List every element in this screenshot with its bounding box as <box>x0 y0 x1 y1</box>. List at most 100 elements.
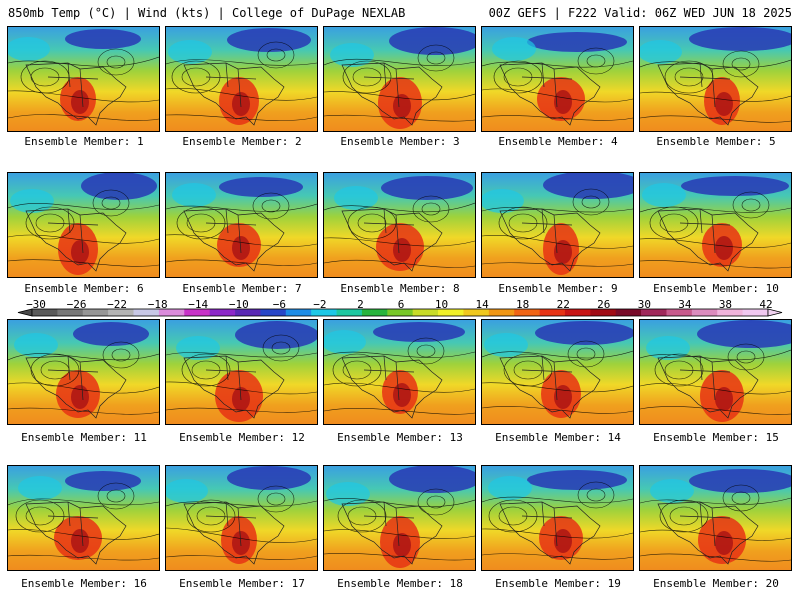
ensemble-member-map <box>7 172 160 278</box>
colorbar-segment <box>82 309 109 316</box>
temperature-map-image <box>166 466 317 570</box>
colorbar-segment <box>742 309 769 316</box>
ensemble-member-map <box>639 172 792 278</box>
ensemble-member-caption: Ensemble Member: 9 <box>498 282 618 295</box>
colorbar-segment <box>260 309 287 316</box>
colorbar-tick-label: 38 <box>718 298 733 311</box>
temperature-map-image <box>640 173 791 277</box>
temperature-map-image <box>482 173 633 277</box>
temperature-map-image <box>482 27 633 131</box>
ensemble-member-caption: Ensemble Member: 4 <box>498 135 618 148</box>
colorbar-segment <box>615 309 642 316</box>
colorbar-segment <box>184 309 210 316</box>
temperature-map-image <box>324 466 475 570</box>
colorbar-tick-label: 18 <box>516 298 530 311</box>
ensemble-member-map <box>165 465 318 571</box>
colorbar-right-arrow <box>767 308 783 317</box>
temperature-map-image <box>324 320 475 424</box>
ensemble-member-map <box>481 319 634 425</box>
colorbar-segment <box>285 309 312 316</box>
colorbar-segment <box>463 309 490 316</box>
ensemble-member-caption: Ensemble Member: 20 <box>653 577 779 590</box>
ensemble-member-map <box>639 465 792 571</box>
colorbar-tick-label: 42 <box>759 298 773 311</box>
colorbar-tick-label: 34 <box>678 298 692 311</box>
colorbar-tick-label: 26 <box>597 298 611 311</box>
ensemble-member-map <box>481 172 634 278</box>
colorbar-segment <box>387 309 413 316</box>
map-title: 850mb Temp (°C) | Wind (kts) | College o… <box>8 6 406 20</box>
ensemble-member-map <box>481 26 634 132</box>
ensemble-member-caption: Ensemble Member: 2 <box>182 135 302 148</box>
colorbar-tick-label: −6 <box>272 298 286 311</box>
colorbar-tick-label: 2 <box>357 298 364 311</box>
colorbar-segment <box>412 309 439 316</box>
temperature-map-image <box>324 173 475 277</box>
temperature-colorbar <box>17 308 783 317</box>
temperature-map-image <box>482 320 633 424</box>
temperature-map-image <box>324 27 475 131</box>
colorbar-segment <box>666 309 693 316</box>
colorbar-tick-label: 22 <box>556 298 570 311</box>
colorbar-segment <box>717 309 743 316</box>
colorbar-segment <box>336 309 363 316</box>
ensemble-member-caption: Ensemble Member: 8 <box>340 282 460 295</box>
colorbar-tick-label: 6 <box>397 298 405 311</box>
ensemble-member-caption: Ensemble Member: 13 <box>337 431 463 444</box>
colorbar-tick-label: 30 <box>637 298 651 311</box>
colorbar-segment <box>539 309 566 316</box>
ensemble-member-map <box>7 26 160 132</box>
ensemble-member-map <box>323 26 476 132</box>
ensemble-member-map <box>165 319 318 425</box>
ensemble-member-map <box>165 26 318 132</box>
ensemble-member-caption: Ensemble Member: 16 <box>21 577 147 590</box>
ensemble-member-map <box>7 319 160 425</box>
colorbar-tick-label: −10 <box>228 298 249 311</box>
colorbar-segment <box>641 309 667 316</box>
colorbar-segment <box>133 309 160 316</box>
model-run-valid-time: 00Z GEFS | F222 Valid: 06Z WED JUN 18 20… <box>488 6 792 20</box>
colorbar-segment <box>564 309 591 316</box>
temperature-map-image <box>166 320 317 424</box>
colorbar-segment <box>311 309 337 316</box>
ensemble-member-caption: Ensemble Member: 17 <box>179 577 305 590</box>
temperature-map-image <box>640 27 791 131</box>
ensemble-member-map <box>7 465 160 571</box>
colorbar-tick-label: 10 <box>434 298 449 311</box>
temperature-map-image <box>166 27 317 131</box>
colorbar-segment <box>590 309 617 316</box>
colorbar-tick-label: 14 <box>475 298 489 311</box>
ensemble-member-map <box>481 465 634 571</box>
ensemble-member-map <box>323 465 476 571</box>
colorbar-tick-label: −18 <box>147 298 168 311</box>
colorbar-segment <box>514 309 540 316</box>
colorbar-segment <box>57 309 84 316</box>
colorbar-segment <box>438 309 464 316</box>
temperature-map-image <box>8 320 159 424</box>
ensemble-member-caption: Ensemble Member: 11 <box>21 431 147 444</box>
ensemble-member-caption: Ensemble Member: 5 <box>656 135 776 148</box>
ensemble-member-map <box>323 319 476 425</box>
temperature-map-image <box>166 173 317 277</box>
ensemble-member-caption: Ensemble Member: 14 <box>495 431 621 444</box>
ensemble-member-caption: Ensemble Member: 10 <box>653 282 779 295</box>
ensemble-member-caption: Ensemble Member: 1 <box>24 135 144 148</box>
ensemble-member-map <box>639 26 792 132</box>
ensemble-member-caption: Ensemble Member: 18 <box>337 577 463 590</box>
ensemble-member-caption: Ensemble Member: 7 <box>182 282 302 295</box>
temperature-map-image <box>8 173 159 277</box>
colorbar-segment <box>361 309 388 316</box>
temperature-map-image <box>640 466 791 570</box>
colorbar-tick-label: −2 <box>313 298 327 311</box>
temperature-map-image <box>640 320 791 424</box>
colorbar-segment <box>235 309 261 316</box>
ensemble-member-caption: Ensemble Member: 15 <box>653 431 779 444</box>
temperature-map-image <box>482 466 633 570</box>
ensemble-member-caption: Ensemble Member: 3 <box>340 135 460 148</box>
colorbar-tick-label: −26 <box>66 298 87 311</box>
colorbar-tick-label: −22 <box>107 298 128 311</box>
ensemble-member-map <box>165 172 318 278</box>
colorbar-segment <box>691 309 718 316</box>
ensemble-member-caption: Ensemble Member: 19 <box>495 577 621 590</box>
temperature-map-image <box>8 466 159 570</box>
